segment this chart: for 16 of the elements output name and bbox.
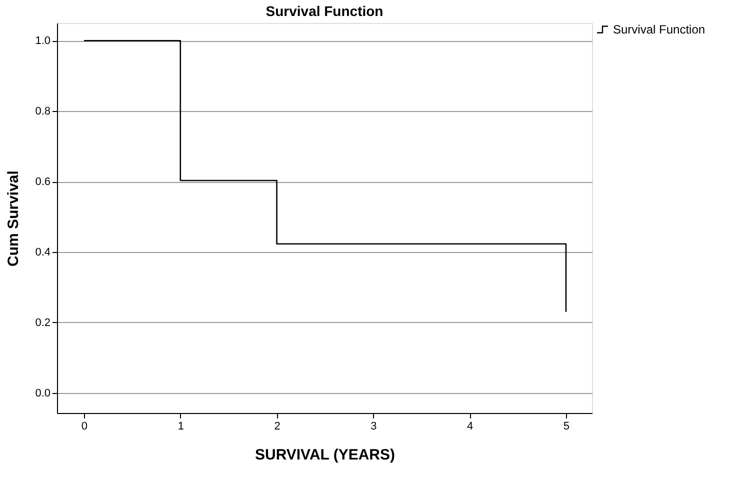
y-tick-label: 0.6 <box>35 176 50 188</box>
y-axis-title: Cum Survival <box>5 170 22 266</box>
x-tick-label: 1 <box>178 420 184 432</box>
x-tick-label: 2 <box>274 420 280 432</box>
x-tick-label: 5 <box>563 420 570 432</box>
x-tick-label: 0 <box>81 420 88 432</box>
y-tick-label: 0.4 <box>35 246 50 258</box>
chart-title: Survival Function <box>266 3 384 19</box>
y-tick-label: 0.0 <box>35 387 50 400</box>
x-tick-label: 4 <box>467 420 474 432</box>
x-axis-title: SURVIVAL (YEARS) <box>254 446 396 464</box>
y-tick-label: 1.0 <box>35 35 50 48</box>
legend-label: Survival Function <box>613 22 706 36</box>
y-tick-label: 0.8 <box>35 106 50 118</box>
x-tick-label: 3 <box>370 420 377 432</box>
y-tick-label: 0.2 <box>35 316 50 329</box>
